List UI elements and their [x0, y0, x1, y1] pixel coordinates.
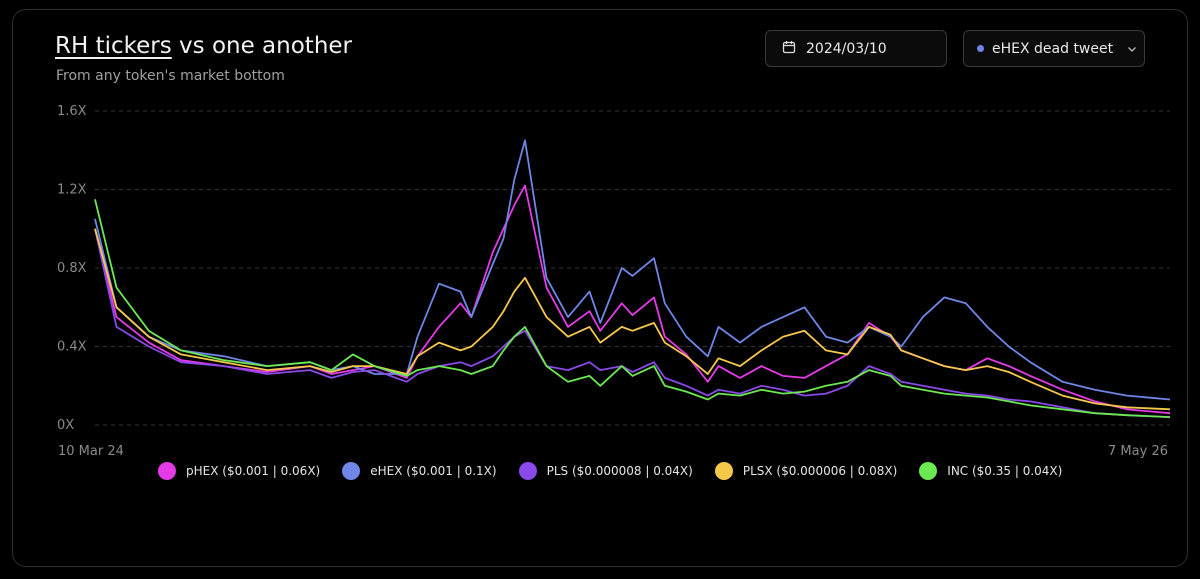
series-line[interactable] — [94, 184, 1171, 415]
legend-label: PLS ($0.000008 | 0.04X) — [546, 464, 693, 478]
legend-item[interactable]: INC ($0.35 | 0.04X) — [919, 462, 1062, 480]
series-line[interactable] — [94, 139, 1171, 401]
chart-subtitle: From any token's market bottom — [56, 68, 285, 84]
series-line[interactable] — [94, 199, 1171, 418]
x-end-label: 7 May 26 — [1108, 444, 1168, 459]
legend-swatch — [919, 462, 938, 480]
chart-legend: pHEX ($0.001 | 0.06X) eHEX ($0.001 | 0.1X… — [158, 462, 1084, 480]
x-start-label: 10 Mar 24 — [58, 444, 124, 459]
chart-card — [12, 9, 1188, 567]
y-tick-label: 0.8X — [57, 261, 87, 276]
date-value: 2024/03/10 — [806, 40, 887, 57]
legend-item[interactable]: PLSX ($0.000006 | 0.08X) — [714, 462, 898, 480]
legend-label: eHEX ($0.001 | 0.1X) — [370, 464, 497, 478]
legend-item[interactable]: pHEX ($0.001 | 0.06X) — [158, 462, 320, 480]
chevron-down-icon — [1127, 44, 1137, 54]
legend-swatch — [518, 462, 537, 480]
calendar-icon — [782, 40, 796, 58]
legend-label: INC ($0.35 | 0.04X) — [947, 464, 1063, 478]
legend-swatch — [158, 462, 176, 480]
legend-item[interactable]: PLS ($0.000008 | 0.04X) — [518, 462, 693, 480]
legend-label: pHEX ($0.001 | 0.06X) — [186, 464, 321, 478]
y-tick-label: 0.4X — [57, 340, 87, 355]
title-rest: vs one another — [171, 33, 353, 59]
legend-item[interactable]: eHEX ($0.001 | 0.1X) — [342, 462, 497, 480]
series-line[interactable] — [94, 228, 1171, 411]
legend-swatch — [342, 462, 361, 480]
y-tick-label: 0X — [57, 418, 74, 433]
series-line[interactable] — [94, 228, 1171, 418]
legend-swatch — [714, 462, 733, 480]
event-select[interactable]: eHEX dead tweet — [963, 30, 1145, 67]
y-tick-label: 1.2X — [57, 183, 87, 198]
chart-title: RH tickers vs one another — [55, 33, 352, 59]
title-link[interactable]: RH tickers — [55, 33, 172, 59]
event-color-dot — [977, 45, 984, 52]
date-picker-button[interactable]: 2024/03/10 — [765, 30, 947, 67]
legend-label: PLSX ($0.000006 | 0.08X) — [742, 464, 898, 478]
y-tick-label: 1.6X — [57, 104, 87, 119]
event-select-value: eHEX dead tweet — [992, 40, 1114, 57]
